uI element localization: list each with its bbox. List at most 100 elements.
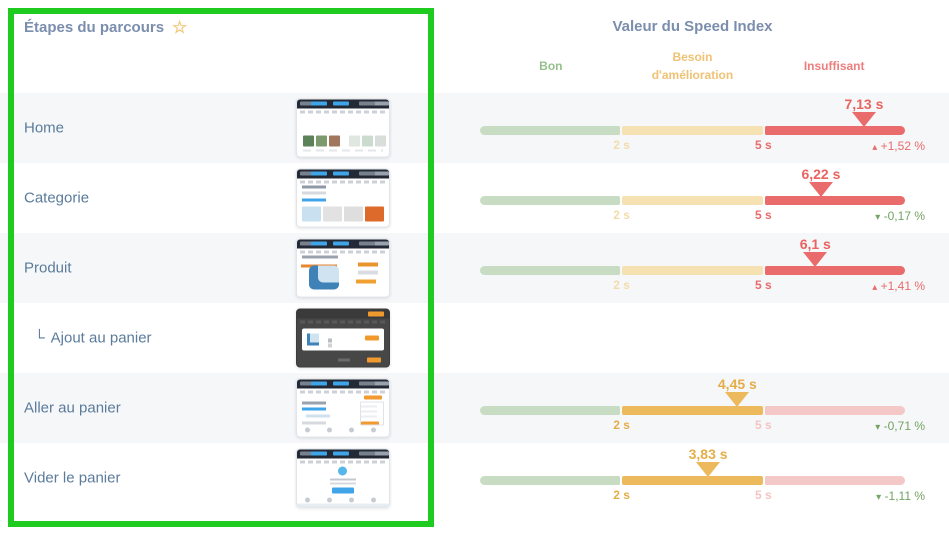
step-name: Aller au panier (24, 399, 121, 417)
journey-step-row: Produit 6,1 s 2 s 5 s ▴ +1,41 % (0, 233, 949, 303)
journey-step-row: Vider le panier 3,83 s 2 s 5 s ▾ -1,11 % (0, 443, 949, 513)
gauge-segment-good (480, 126, 621, 135)
step-thumbnail-ajout-panier[interactable] (296, 308, 390, 368)
gauge-marker-icon (696, 462, 721, 477)
thumb-nav-links (300, 250, 386, 254)
thumb-decoration (300, 395, 386, 434)
thumb-browser-bar (297, 309, 389, 319)
step-thumbnail-categorie[interactable] (296, 168, 390, 228)
gauge-segment-medium (622, 126, 763, 135)
trend-delta: ▴ +1,52 % (872, 139, 925, 153)
gauge-segment-good (480, 406, 621, 415)
thumb-browser-bar (297, 449, 389, 459)
step-label: Aller au panier (24, 400, 121, 417)
thumb-decoration (300, 116, 386, 154)
trend-delta: ▴ +1,41 % (872, 279, 925, 293)
speed-index-value: 6,22 s (801, 166, 841, 182)
trend-arrow-icon: ▾ (875, 422, 881, 433)
tick-2s: 2 s (613, 208, 630, 222)
journey-step-row: Categorie 6,22 s 2 s 5 s ▾ -0,17 % (0, 163, 949, 233)
journey-step-row: └Ajout au panier 2 s 5 s (0, 303, 949, 373)
thumb-decoration (332, 487, 354, 494)
tick-5s: 5 s (755, 208, 772, 222)
zone-label-insufficient: Insuffisant (803, 59, 865, 73)
speed-index-value: 3,83 s (688, 446, 728, 462)
speed-index-value: 6,1 s (799, 236, 831, 252)
tick-5s: 5 s (755, 418, 772, 432)
substep-corner-icon: └ (34, 329, 45, 347)
thumb-decoration (305, 497, 310, 503)
thumb-decoration (297, 503, 389, 507)
step-label: Produit (24, 260, 72, 277)
gauge-segment-medium (622, 406, 763, 415)
trend-delta: ▾ -0,71 % (875, 419, 925, 433)
thumb-decoration (300, 326, 386, 364)
thumb-decoration (300, 466, 386, 504)
trend-arrow-icon: ▴ (872, 142, 878, 153)
speed-index-value: 7,13 s (844, 96, 884, 112)
gauge-bar (480, 266, 905, 275)
step-thumbnail-aller-panier[interactable] (296, 378, 390, 438)
step-name: Home (24, 119, 65, 137)
step-thumbnail-produit[interactable] (296, 238, 390, 298)
step-label: └ Ajout au panier (24, 330, 152, 347)
gauge-marker-icon (803, 252, 828, 267)
table-header: Étapes du parcours ☆ Valeur du Speed Inde… (0, 0, 949, 93)
favorite-star-icon[interactable]: ☆ (172, 18, 188, 37)
tick-2s: 2 s (613, 138, 630, 152)
gauge-marker-icon (851, 112, 876, 127)
step-name: Categorie (24, 189, 90, 207)
tick-2s: 2 s (613, 278, 630, 292)
tick-2s: 2 s (613, 488, 630, 502)
gauge-segment-bad (764, 196, 905, 205)
thumb-decoration (300, 185, 386, 224)
step-thumbnail-vider-panier[interactable] (296, 448, 390, 508)
speed-index-gauge: 6,22 s 2 s 5 s ▾ -0,17 % (480, 163, 925, 233)
gauge-bar (480, 126, 905, 135)
gauge-segment-bad (764, 476, 905, 485)
gauge-bar (480, 476, 905, 485)
journey-steps-title: Étapes du parcours ☆ (24, 18, 187, 38)
thumb-decoration (365, 335, 379, 341)
gauge-segment-bad (764, 266, 905, 275)
gauge-bar (480, 196, 905, 205)
step-name: Vider le panier (24, 469, 121, 487)
tick-5s: 5 s (755, 488, 772, 502)
gauge-segment-medium (622, 266, 763, 275)
thumb-browser-bar (297, 99, 389, 109)
step-label: Vider le panier (24, 470, 120, 487)
gauge-segment-medium (622, 196, 763, 205)
thumb-browser-bar (297, 239, 389, 249)
journey-steps-title-text: Étapes du parcours (24, 19, 165, 36)
step-thumbnail-home[interactable] (296, 98, 390, 158)
speed-index-gauge: 3,83 s 2 s 5 s ▾ -1,11 % (480, 443, 925, 513)
thumb-nav-links (300, 390, 386, 394)
tick-5s: 5 s (755, 278, 772, 292)
speed-index-gauge: 7,13 s 2 s 5 s ▴ +1,52 % (480, 93, 925, 163)
thumb-browser-bar (297, 379, 389, 389)
gauge-segment-good (480, 476, 621, 485)
gauge-segment-bad (764, 126, 905, 135)
step-label: Categorie (24, 190, 89, 207)
gauge-marker-icon (808, 182, 833, 197)
thumb-nav-links (300, 320, 386, 324)
tick-2s: 2 s (613, 418, 630, 432)
gauge-segment-medium (622, 476, 763, 485)
speed-index-value: 4,45 s (717, 376, 757, 392)
trend-arrow-icon: ▾ (875, 212, 881, 223)
zone-label-good: Bon (539, 59, 563, 73)
gauge-marker-icon (725, 392, 750, 407)
thumb-nav-links (300, 110, 386, 114)
zone-label-needs-improvement: Besoin d'amélioration (651, 50, 734, 82)
speed-index-title: Valeur du Speed Index (612, 18, 773, 35)
thumb-decoration (305, 427, 310, 433)
thumb-browser-bar (297, 169, 389, 179)
trend-delta: ▾ -0,17 % (875, 209, 925, 223)
speed-index-gauge: 6,1 s 2 s 5 s ▴ +1,41 % (480, 233, 925, 303)
trend-arrow-icon: ▾ (876, 492, 882, 503)
gauge-segment-good (480, 196, 621, 205)
step-name: Produit (24, 259, 72, 277)
thumb-decoration (364, 395, 382, 400)
speed-index-gauge: 4,45 s 2 s 5 s ▾ -0,71 % (480, 373, 925, 443)
